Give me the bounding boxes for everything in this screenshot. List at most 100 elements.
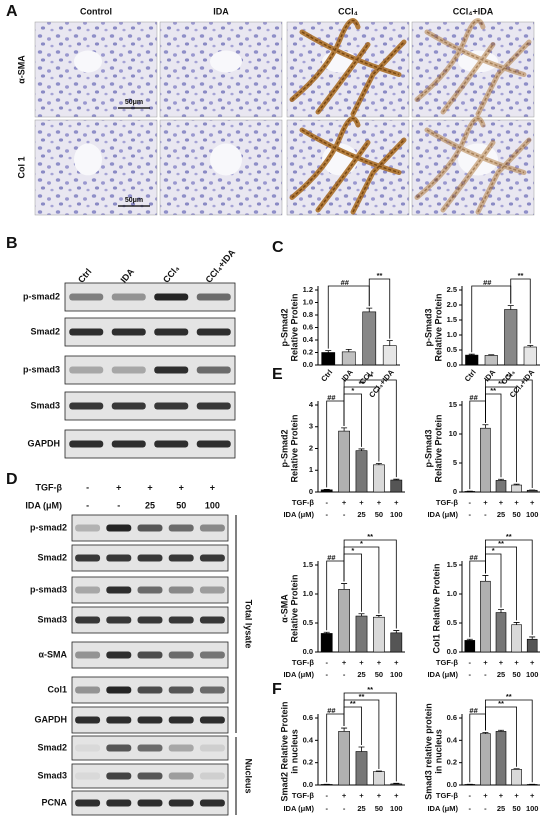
- bar: [373, 464, 385, 493]
- bar: [355, 751, 368, 786]
- band: [137, 524, 163, 532]
- significance-label: **: [506, 372, 512, 381]
- error-bar: [375, 770, 382, 772]
- error-bar: [466, 638, 473, 641]
- y-tick-label: 1.0: [303, 589, 313, 598]
- band: [168, 744, 194, 752]
- lane-label: Ctrl: [76, 267, 94, 285]
- group-label: Total lysate: [244, 600, 254, 649]
- condition-label: IDA (μM): [25, 500, 62, 510]
- y-tick-label: 0.2: [447, 758, 457, 767]
- bar: [320, 489, 333, 493]
- bar: [523, 346, 537, 366]
- condition-value: +: [394, 498, 399, 507]
- significance-label: ##: [483, 278, 492, 287]
- bar: [495, 480, 507, 493]
- y-tick-label: 0: [453, 487, 457, 496]
- y-axis-label: α-SMA: [279, 594, 289, 623]
- y-axis-label: Relative Protein: [289, 414, 299, 482]
- band: [196, 402, 231, 410]
- condition-value: -: [325, 510, 328, 519]
- y-tick-label: 10: [449, 429, 457, 438]
- condition-label: IDA (μM): [427, 670, 458, 679]
- bar: [511, 769, 522, 786]
- error-bar: [482, 732, 489, 734]
- band: [106, 524, 132, 532]
- panel-label: F: [272, 681, 282, 698]
- bar: [465, 354, 479, 366]
- error-bar: [393, 478, 400, 481]
- band: [199, 616, 225, 624]
- y-tick-label: 0: [309, 487, 313, 496]
- significance-label: **: [377, 271, 383, 280]
- band: [168, 554, 194, 562]
- condition-value: +: [359, 498, 364, 507]
- band: [106, 744, 132, 752]
- band: [111, 366, 146, 374]
- condition-value: 100: [205, 500, 220, 510]
- blot-label: GAPDH: [34, 714, 67, 724]
- condition-value: +: [530, 658, 535, 667]
- bar: [355, 615, 368, 653]
- vessel: [74, 50, 102, 73]
- significance-label: *: [351, 546, 354, 555]
- condition-value: -: [325, 498, 328, 507]
- condition-value: +: [342, 658, 347, 667]
- band: [154, 402, 189, 410]
- y-axis-label: p-Smad3: [423, 429, 433, 467]
- condition-value: 100: [526, 670, 539, 679]
- bar: [526, 489, 538, 493]
- band: [137, 616, 163, 624]
- error-bar: [513, 622, 520, 625]
- band: [196, 328, 231, 336]
- condition-value: +: [499, 498, 504, 507]
- y-tick-label: 0.4: [303, 335, 314, 344]
- condition-value: +: [483, 498, 488, 507]
- band: [111, 440, 146, 448]
- band: [199, 799, 225, 807]
- row-label: α-SMA: [16, 55, 26, 84]
- band: [168, 651, 194, 659]
- error-bar: [393, 782, 400, 784]
- band: [137, 744, 163, 752]
- bar: [338, 731, 350, 786]
- error-bar: [482, 575, 489, 582]
- band: [75, 586, 101, 594]
- condition-value: -: [325, 670, 328, 679]
- error-bar: [341, 727, 348, 732]
- significance-label: ##: [469, 706, 478, 715]
- significance-bracket: [485, 699, 533, 783]
- y-tick-label: 0.5: [447, 618, 457, 627]
- significance-label: ##: [469, 553, 478, 562]
- condition-label: TGF-β: [36, 482, 63, 492]
- condition-value: -: [325, 791, 328, 800]
- band: [137, 772, 163, 780]
- blot-label: Smad3: [37, 770, 67, 780]
- blot-label: p-smad3: [30, 584, 67, 594]
- condition-value: +: [499, 791, 504, 800]
- y-tick-label: 0.5: [447, 345, 457, 354]
- band: [199, 524, 225, 532]
- significance-label: ##: [341, 278, 350, 287]
- band: [106, 772, 132, 780]
- y-tick-label: 0.5: [303, 618, 313, 627]
- blot-label: p-smad3: [23, 364, 60, 374]
- condition-value: +: [394, 658, 399, 667]
- error-bar: [366, 307, 373, 312]
- significance-label: ##: [327, 706, 336, 715]
- condition-value: 100: [526, 510, 539, 519]
- lane-label: IDA: [118, 266, 136, 285]
- band: [69, 328, 104, 336]
- condition-value: +: [359, 658, 364, 667]
- blot-label: p-smad2: [23, 291, 60, 301]
- condition-value: 25: [497, 804, 505, 813]
- condition-label: IDA (μM): [283, 670, 314, 679]
- bar: [480, 427, 491, 493]
- x-tick-label: Ctrl: [463, 368, 478, 384]
- condition-label: IDA (μM): [427, 510, 458, 519]
- blot-label: α-SMA: [38, 649, 67, 659]
- y-tick-label: 0.6: [303, 322, 313, 331]
- panel-label: B: [6, 235, 18, 252]
- micrograph: [34, 119, 158, 216]
